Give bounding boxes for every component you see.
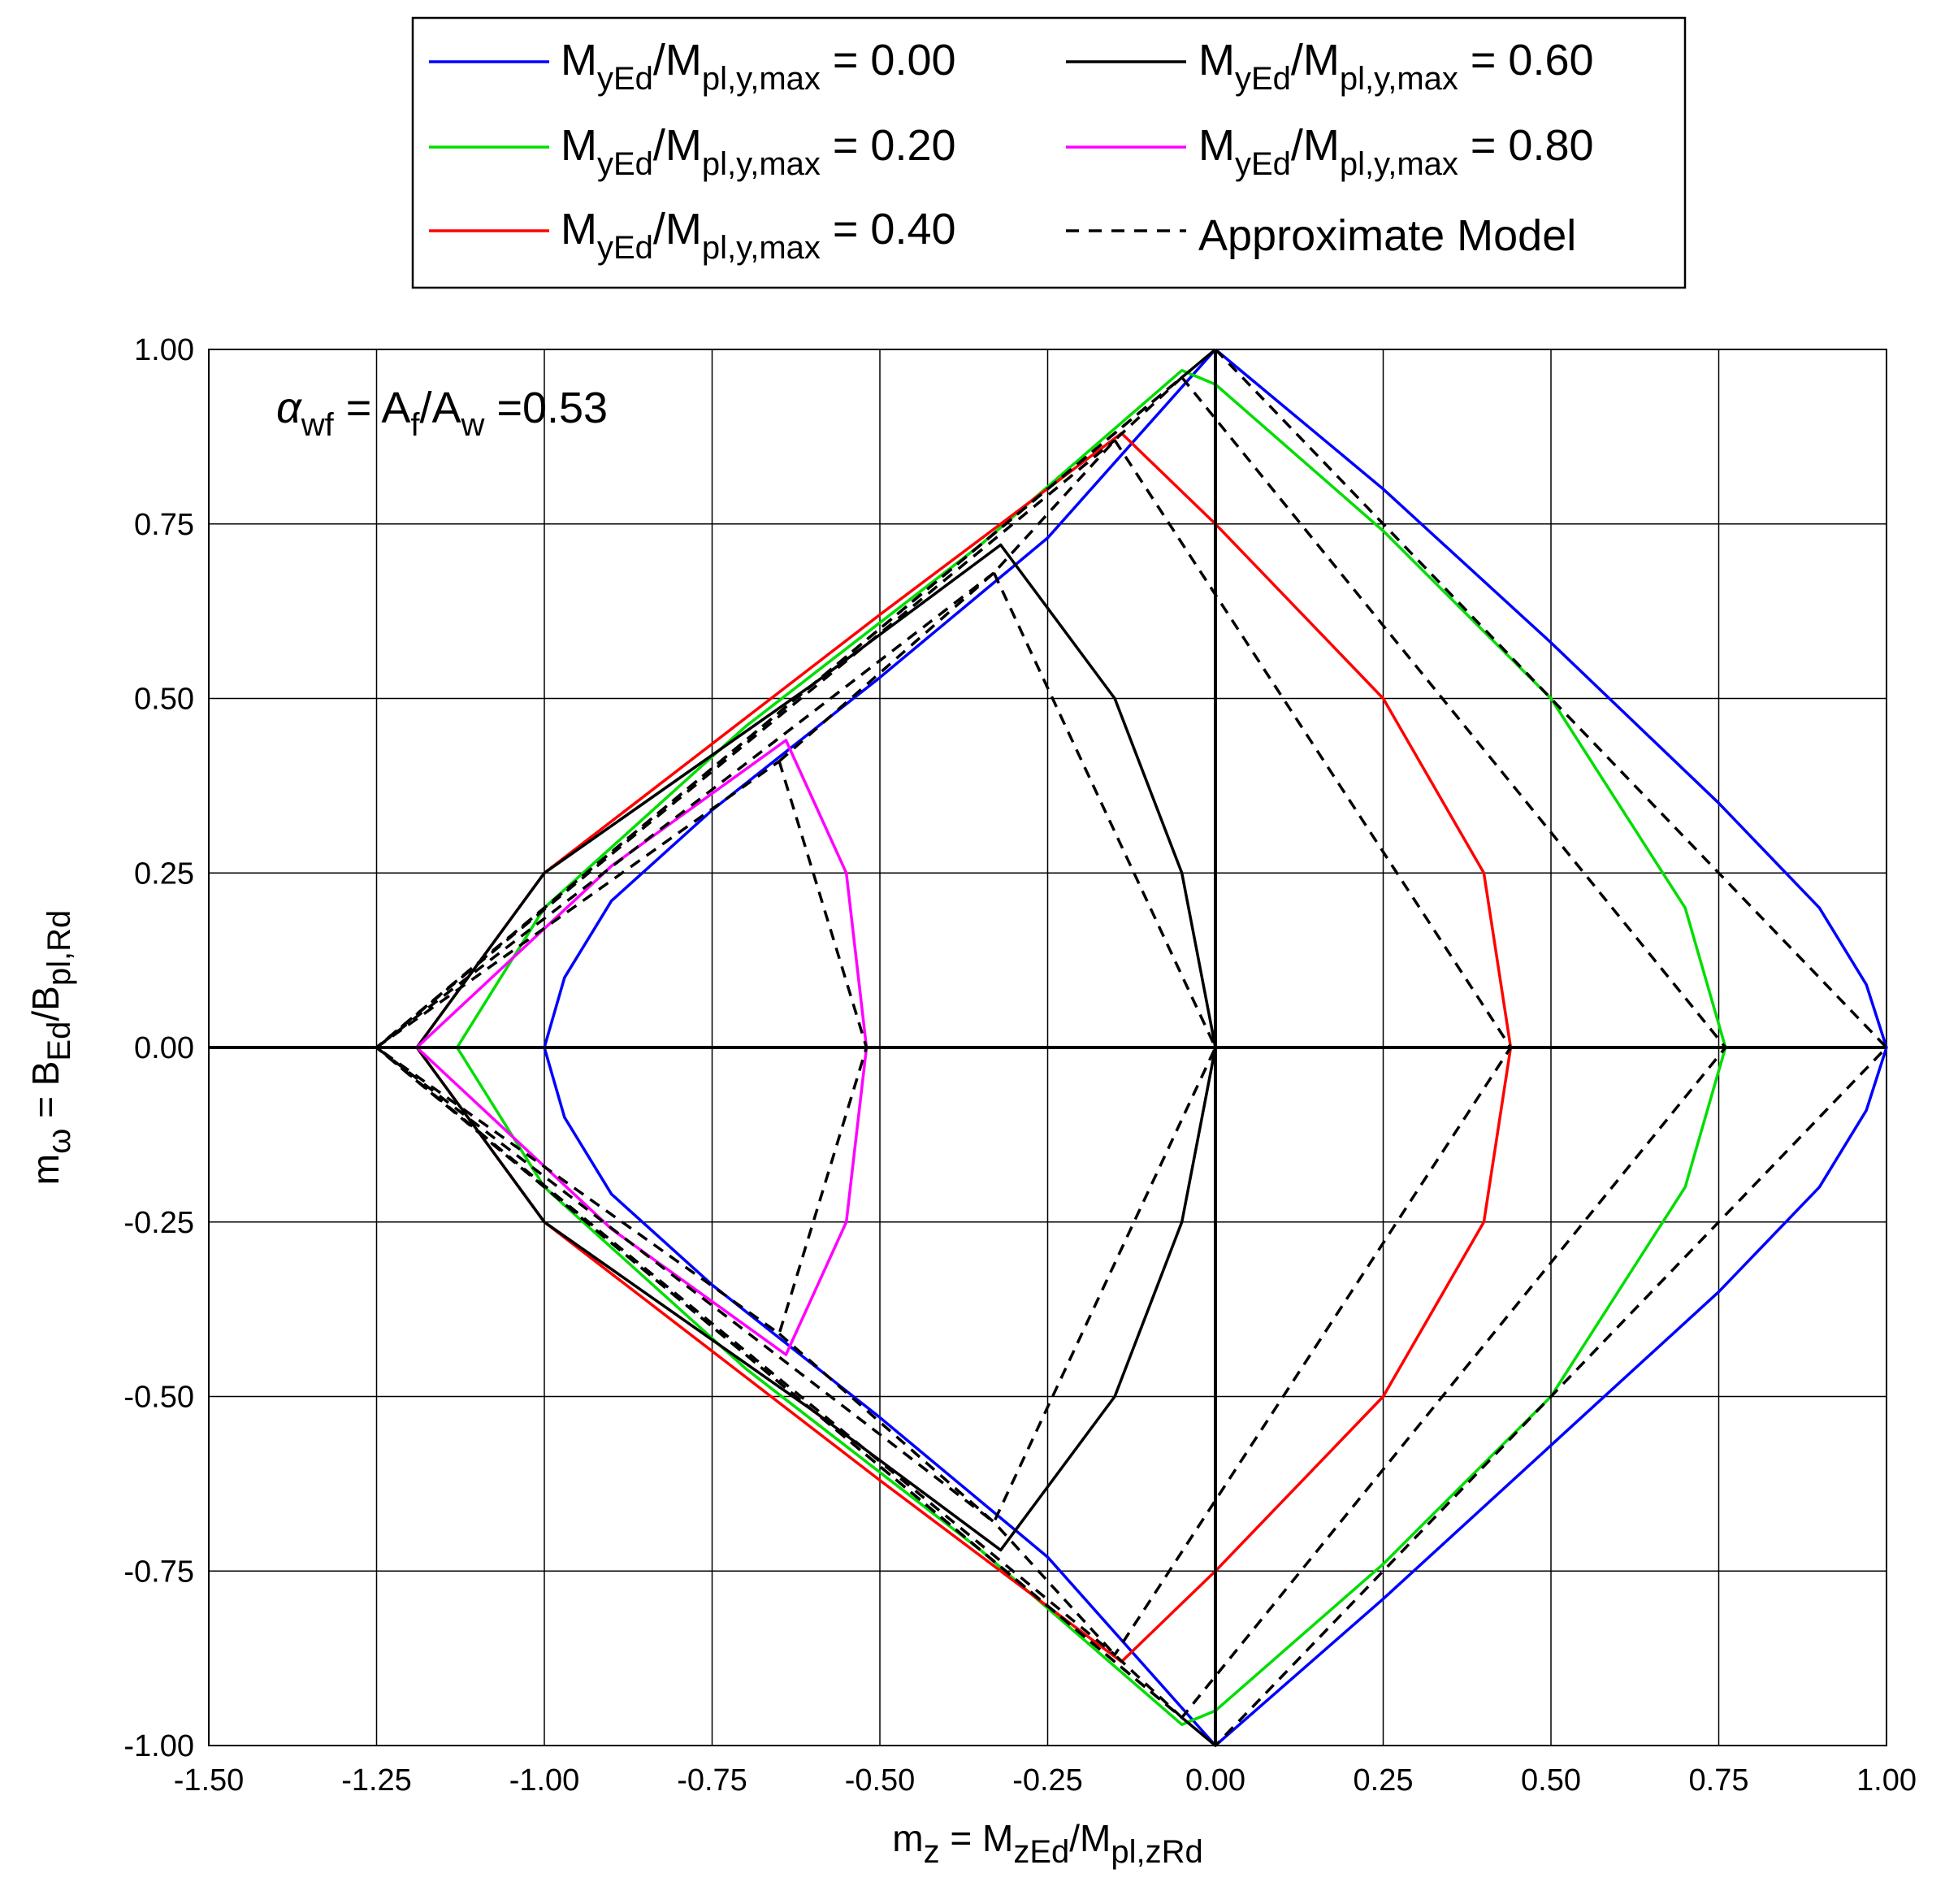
legend-frame <box>411 16 1687 289</box>
y-tick-label: -0.50 <box>123 1381 194 1415</box>
x-tick-label: 0.00 <box>1185 1763 1245 1798</box>
legend-entry: MyEd/Mpl,y,max = 0.60 <box>1198 36 1594 97</box>
annotation: αwf = Af/Aw =0.53 <box>276 384 608 443</box>
y-tick-label: 0.75 <box>134 508 194 542</box>
series-approx-9 <box>375 760 869 1335</box>
axes <box>209 349 1887 1746</box>
x-tick-label: -0.50 <box>845 1763 916 1798</box>
x-tick-label: -1.00 <box>509 1763 580 1798</box>
series-approx-10 <box>778 1332 1217 1747</box>
series-line-1 <box>455 369 1727 1726</box>
y-tick-label: 0.00 <box>134 1031 194 1065</box>
y-tick-label: 1.00 <box>134 333 194 367</box>
y-tick-label: 0.50 <box>134 683 194 717</box>
x-tick-label: -1.50 <box>174 1763 245 1798</box>
legend-entry: MyEd/Mpl,y,max = 0.80 <box>1198 121 1594 182</box>
legend-entry: MyEd/Mpl,y,max = 0.20 <box>561 121 956 182</box>
y-axis-label: mω = BEd/Bpl,Rd <box>24 910 77 1185</box>
y-tick-label: -0.25 <box>123 1206 194 1240</box>
y-tick-label: 0.25 <box>134 857 194 891</box>
x-tick-label: -1.25 <box>341 1763 412 1798</box>
axis-labels: mz = MzEd/Mpl,zRd mω = BEd/Bpl,Rd <box>24 910 1203 1870</box>
y-tick-label: -1.00 <box>123 1729 194 1763</box>
alpha-annotation: αwf = Af/Aw =0.53 <box>276 384 608 443</box>
legend-entry: MyEd/Mpl,y,max = 0.00 <box>561 36 956 97</box>
x-tick-label: -0.25 <box>1012 1763 1083 1798</box>
x-tick-label: 0.75 <box>1689 1763 1749 1798</box>
tick-labels: -1.50 -1.25 -1.00 -0.75 -0.50 -0.25 0.00 0.25 0.… <box>123 333 1917 1798</box>
series-approx-7 <box>375 439 1513 1657</box>
series-approx-11 <box>778 348 1217 763</box>
x-tick-label: 0.50 <box>1521 1763 1581 1798</box>
y-tick-label: -0.75 <box>123 1555 194 1589</box>
x-axis-label: mz = MzEd/Mpl,zRd <box>892 1817 1203 1870</box>
legend: MyEd/Mpl,y,max = 0.00 MyEd/Mpl,y,max = 0.… <box>411 16 1687 289</box>
x-tick-label: -0.75 <box>677 1763 747 1798</box>
legend-entry: Approximate Model <box>1198 211 1576 260</box>
x-tick-label: 1.00 <box>1856 1763 1917 1798</box>
legend-entry: MyEd/Mpl,y,max = 0.40 <box>561 205 956 266</box>
x-tick-label: 0.25 <box>1354 1763 1414 1798</box>
